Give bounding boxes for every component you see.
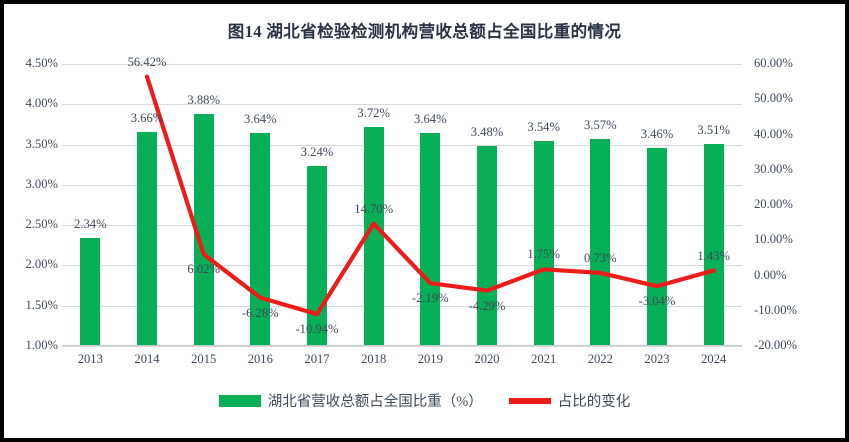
x-axis-tick-label: 2017 [304,352,330,366]
left-axis-tick-label: 3.00% [25,176,58,191]
bar-value-label: 3.46% [640,126,674,141]
legend-line-swatch-icon [508,397,551,404]
left-axis-tick-label: 4.00% [25,96,58,111]
gridline [62,305,742,307]
gridline [62,104,742,106]
left-axis-tick-label: 1.00% [25,338,58,352]
right-axis-tick-label: 40.00% [754,126,793,141]
left-axis-tick-label: 2.50% [25,217,58,232]
bar[interactable] [307,165,327,346]
bar[interactable] [80,238,101,346]
gridline [62,225,742,227]
bar-value-label: 3.64% [244,112,277,127]
bar[interactable] [193,114,214,346]
legend-item-line[interactable]: 占比的变化 [508,390,631,411]
bar-value-label: 3.57% [584,117,617,132]
bar[interactable] [137,131,157,346]
line-value-label: 1.43% [697,248,730,263]
bar[interactable] [647,147,667,346]
x-axis-tick-label: 2014 [134,352,160,366]
x-axis-tick-label: 2016 [247,352,273,366]
right-axis-tick-label: 30.00% [754,161,793,176]
line-value-label: 0.73% [584,250,617,265]
line-value-label: 1.75% [527,247,560,262]
x-axis-tick-label: 2018 [361,352,387,366]
x-axis-tick-label: 2021 [531,352,557,366]
right-axis-tick-label: 50.00% [754,91,793,106]
gridline [62,64,742,65]
left-axis-tick-label: 1.50% [25,297,58,312]
bar-value-label: 3.72% [357,105,390,120]
x-axis-tick-label: 2013 [77,352,103,366]
x-axis-tick-label: 2022 [587,352,613,366]
bar-value-label: 3.64% [414,112,447,127]
right-axis-tick-label: -10.00% [754,302,798,317]
x-axis-line [62,344,742,346]
left-axis-tick-label: 4.50% [25,56,58,70]
right-axis-tick-label: 20.00% [754,197,793,211]
plot-area [62,64,742,347]
bar-value-label: 2.34% [74,217,107,231]
x-axis-tick-label: 2023 [644,352,670,366]
chart-legend: 湖北省营收总额占全国比重（%） 占比的变化 [4,390,845,411]
left-axis-tick-label: 3.50% [25,136,58,151]
line-value-label: -4.29% [468,298,506,313]
right-axis-tick-label: 60.00% [754,56,793,70]
line-path [144,74,716,317]
gridline [62,265,742,267]
right-axis-tick-label: 0.00% [754,267,787,282]
bar[interactable] [477,146,497,346]
right-axis-tick-label: -20.00% [754,338,798,352]
legend-line-label: 占比的变化 [557,394,631,410]
x-axis-tick-label: 2019 [417,352,443,366]
bar-value-label: 3.48% [470,125,504,140]
legend-item-bar[interactable]: 湖北省营收总额占全国比重（%） [218,390,483,411]
x-axis-tick-label: 2024 [701,352,727,366]
chart-container: 图14 湖北省检验检测机构营收总额占全国比重的情况 1.00% 1.50% 2.00… [4,4,845,438]
bar-value-label: 3.24% [300,144,334,159]
gridline [62,144,742,146]
bar-value-label: 3.66% [130,110,164,125]
bar[interactable] [590,138,611,346]
line-value-label: 14.70% [354,201,394,216]
line-value-label: 6.02% [187,262,220,277]
line-value-label: -10.94% [295,322,339,337]
gridline [62,346,742,347]
chart-title: 图14 湖北省检验检测机构营收总额占全国比重的情况 [227,22,622,41]
legend-bar-swatch-icon [218,394,261,407]
line-value-label: -3.04% [638,294,676,309]
line-series [144,74,716,317]
bar-value-label: 3.54% [527,120,560,135]
line-value-label: -2.19% [411,291,449,306]
legend-bar-label: 湖北省营收总额占全国比重（%） [267,394,483,410]
bar-value-label: 3.88% [187,93,220,107]
x-axis-tick-label: 2015 [191,352,217,366]
gridline [62,184,742,186]
bar[interactable] [363,126,384,346]
x-axis-tick-label: 2020 [474,352,500,366]
line-value-label: -6.28% [241,305,279,320]
left-axis-tick-label: 2.00% [25,257,58,272]
bar[interactable] [420,133,441,346]
bar[interactable] [533,141,554,346]
bar-value-label: 3.51% [697,122,730,137]
line-value-label: 56.42% [127,54,167,69]
bar[interactable] [703,143,724,346]
right-axis-tick-label: 10.00% [754,232,793,247]
